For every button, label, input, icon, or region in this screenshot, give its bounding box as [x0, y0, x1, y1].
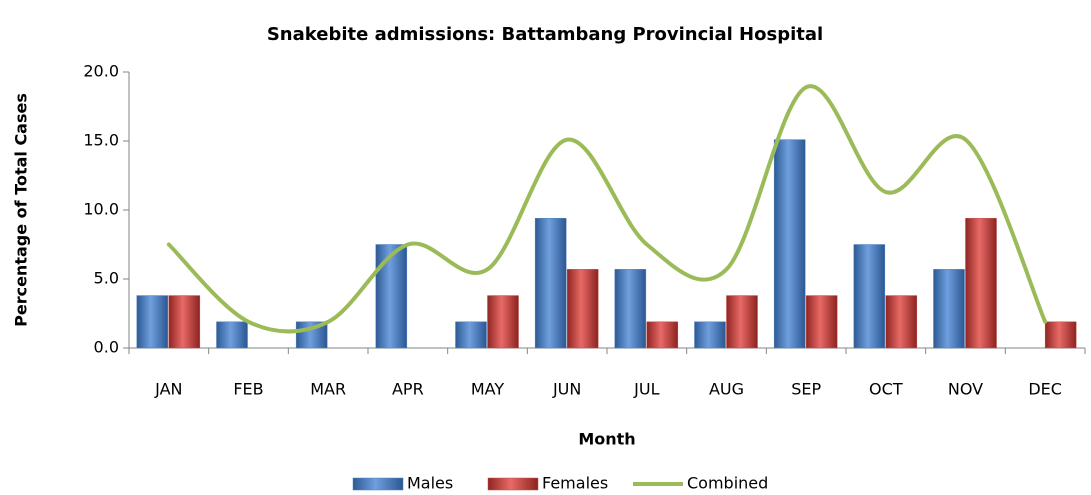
x-tick-label: SEP [791, 380, 821, 399]
line-series [166, 84, 1048, 334]
y-tick-label: 0.0 [94, 338, 119, 357]
bar [726, 295, 758, 349]
legend-label: Females [542, 474, 608, 493]
bar [168, 295, 201, 349]
x-tick-label: AUG [709, 380, 744, 399]
x-tick-label: NOV [948, 380, 983, 399]
bar [885, 295, 918, 349]
x-tick-label: MAY [471, 380, 505, 399]
bar [646, 321, 679, 349]
x-tick-label: JUN [552, 380, 581, 399]
x-tick-label: APR [392, 380, 424, 399]
chart-title: Snakebite admissions: Battambang Provinc… [267, 24, 823, 45]
bar [965, 218, 997, 349]
bar [614, 269, 647, 349]
x-tick-label: JAN [154, 380, 182, 399]
x-tick-label: JUL [633, 380, 659, 399]
legend-swatch [352, 477, 404, 491]
x-tick-label: FEB [233, 380, 263, 399]
x-tick-label: MAR [310, 380, 346, 399]
bar [933, 269, 965, 349]
bar [566, 269, 599, 349]
bar [136, 295, 169, 349]
bar [773, 139, 806, 349]
y-tick-label: 5.0 [94, 269, 119, 288]
bar [216, 321, 248, 349]
legend-swatch [487, 477, 539, 491]
y-tick-label: 10.0 [83, 200, 119, 219]
bar [375, 244, 408, 349]
bar [455, 321, 487, 349]
y-tick-label: 20.0 [83, 62, 119, 81]
x-tick-label: DEC [1028, 380, 1062, 399]
bar [487, 295, 519, 349]
bar [805, 295, 838, 349]
bar [694, 321, 726, 349]
x-tick-label: OCT [869, 380, 903, 399]
y-tick-label: 15.0 [83, 131, 119, 150]
legend-label: Combined [687, 474, 768, 493]
legend-label: Males [407, 474, 453, 493]
bar [853, 244, 886, 349]
x-axis-label: Month [578, 430, 635, 449]
bar [1044, 321, 1077, 349]
y-axis-label: Percentage of Total Cases [12, 93, 31, 327]
bar [534, 218, 567, 349]
